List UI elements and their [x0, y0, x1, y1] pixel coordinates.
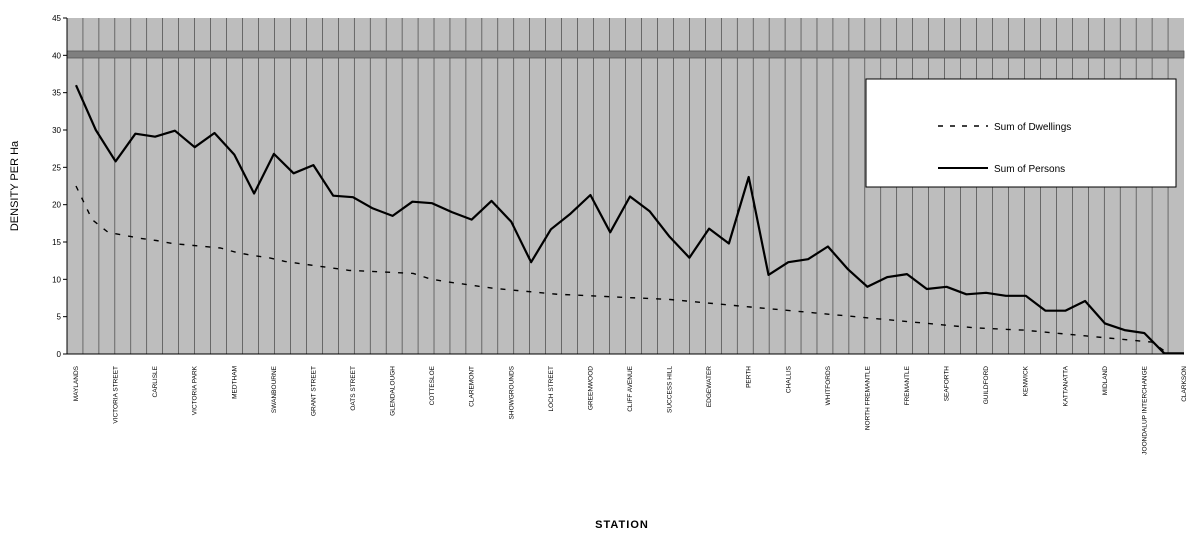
x-category-label: SHOWGROUNDS [508, 365, 515, 419]
y-tick-label: 5 [57, 313, 62, 322]
y-axis-ticks: 0 5 10 15 20 25 30 35 40 45 [52, 14, 67, 359]
y-tick-label: 45 [52, 14, 61, 23]
legend-label-dwellings: Sum of Dwellings [994, 122, 1071, 133]
x-axis-title: STATION [595, 519, 649, 531]
y-tick-label: 20 [52, 201, 61, 210]
band-at-40 [66, 50, 1185, 59]
x-category-label: SEAFORTH [944, 366, 951, 402]
x-category-label: WHITFORDS [825, 365, 832, 405]
x-category-label: COTTESLOE [429, 365, 436, 405]
series-line-persons [74, 84, 1184, 355]
x-category-label: LOCH STREET [548, 366, 555, 412]
y-axis-title: DENSITY PER Ha [9, 140, 21, 231]
x-category-label: KENWICK [1023, 365, 1030, 396]
x-category-label: JOONDALUP INTERCHANGE [1141, 365, 1148, 454]
x-category-label: CARLISLE [152, 365, 159, 397]
y-tick-label: 15 [52, 238, 61, 247]
y-tick-label: 0 [57, 350, 62, 359]
x-category-label: CLARKSON [1181, 366, 1186, 402]
x-category-label: VICTORIA STREET [113, 366, 120, 424]
x-category-label: MEDTHAM [231, 366, 238, 399]
legend-label-persons: Sum of Persons [994, 164, 1065, 175]
y-tick-label: 35 [52, 89, 61, 98]
series-line-dwellings [75, 185, 1185, 355]
x-category-label: GRANT STREET [310, 366, 317, 416]
y-tick-label: 30 [52, 126, 61, 135]
x-category-label: SUCCESS HILL [667, 366, 674, 413]
y-tick-label: 25 [52, 163, 61, 172]
x-category-label: PERTH [746, 366, 753, 388]
x-category-label: GUILDFORD [983, 366, 990, 405]
y-tick-label: 10 [52, 275, 61, 284]
x-category-label: NORTH FREMANTLE [864, 365, 871, 430]
vertical-gridlines [82, 18, 1169, 354]
x-category-label: CLIFF AVENUE [627, 365, 634, 411]
x-category-label: EDGEWATER [706, 366, 713, 407]
legend: Sum of Dwellings Sum of Persons [865, 78, 1177, 188]
series-lines [74, 84, 1185, 355]
x-category-label: VICTORIA PARK [192, 365, 199, 415]
x-category-labels: MAYLANDS VICTORIA STREET CARLISLE VICTORIA … [73, 365, 1186, 454]
x-category-label: KATTANATTA [1062, 365, 1069, 406]
x-category-label: CLAREMONT [469, 366, 476, 407]
x-category-label: MIDLAND [1102, 366, 1109, 396]
x-category-label: GLENDALOUGH [390, 366, 397, 416]
x-category-label: CHALLIS [785, 365, 792, 393]
legend-box [865, 78, 1177, 188]
x-category-label: MAYLANDS [73, 365, 80, 401]
x-category-label: FREMANTLE [904, 365, 911, 405]
x-category-label: SWANBOURNE [271, 365, 278, 413]
x-category-label: GREENWOOD [587, 366, 594, 410]
x-category-label: OATS STREET [350, 366, 357, 411]
y-tick-label: 40 [52, 51, 61, 60]
